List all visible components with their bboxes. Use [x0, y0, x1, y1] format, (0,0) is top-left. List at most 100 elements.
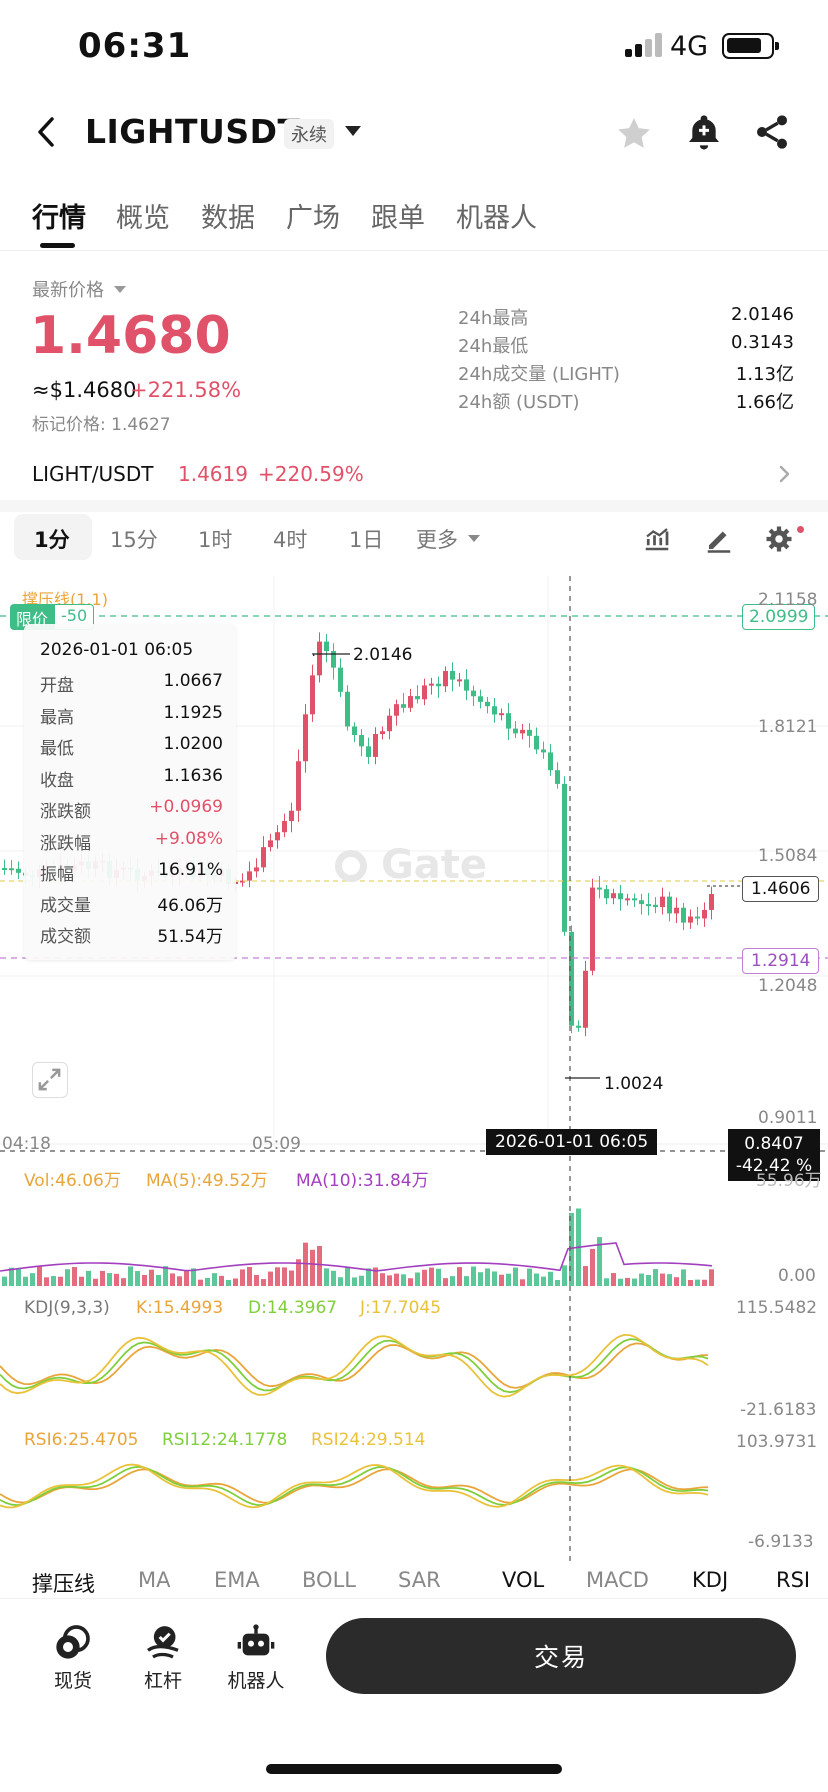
- pair-dropdown-icon[interactable]: [345, 126, 361, 136]
- tooltip-turnover-value: 51.54万: [157, 927, 223, 947]
- volume-bar: [23, 1276, 28, 1286]
- volume-bar: [373, 1267, 378, 1286]
- timeframe-1d[interactable]: 1日: [349, 528, 384, 552]
- tab-bots[interactable]: 机器人: [456, 203, 537, 234]
- ind-tab-boll[interactable]: BOLL: [302, 1568, 356, 1592]
- tooltip-turnover-label: 成交额: [40, 927, 91, 947]
- candle-body: [625, 898, 630, 901]
- volume-bar: [457, 1267, 462, 1286]
- pair-title[interactable]: LIGHTUSDT: [85, 112, 301, 151]
- candle-body: [16, 868, 21, 873]
- y-tick-3: 1.5084: [758, 846, 818, 866]
- volume-bar: [100, 1270, 105, 1286]
- margin-nav-button[interactable]: [134, 1622, 192, 1702]
- ind-tab-support-resistance[interactable]: 撑压线: [32, 1572, 95, 1596]
- alert-bell-icon[interactable]: [684, 112, 724, 152]
- ind-tab-vol[interactable]: VOL: [502, 1568, 545, 1592]
- more-dropdown-icon[interactable]: [468, 535, 480, 542]
- volume-bar: [646, 1274, 651, 1286]
- crosshair-price: 0.8407: [744, 1134, 804, 1154]
- kdj-k: K:15.4993: [136, 1298, 224, 1318]
- candle-body: [408, 696, 413, 708]
- contract-badge[interactable]: 永续: [284, 119, 334, 149]
- rsi24-label: RSI24:29.514: [311, 1430, 426, 1450]
- candle-body: [429, 683, 434, 686]
- volume-bar: [492, 1271, 497, 1286]
- volume-bar: [219, 1275, 224, 1286]
- kdj-title: KDJ(9,3,3): [24, 1298, 110, 1318]
- ind-tab-rsi[interactable]: RSI: [776, 1568, 811, 1592]
- price-chart[interactable]: [0, 576, 828, 1561]
- spot-price: 1.4619: [178, 462, 248, 486]
- tab-data[interactable]: 数据: [201, 203, 255, 234]
- price-type-dropdown-icon[interactable]: [114, 286, 126, 293]
- margin-icon: [147, 1626, 179, 1659]
- price-type-label[interactable]: 最新价格: [32, 280, 104, 301]
- volume-bar: [282, 1267, 287, 1286]
- candle-body: [702, 909, 707, 919]
- trade-button[interactable]: 交易: [326, 1618, 796, 1694]
- candle-body: [9, 868, 14, 871]
- draw-pen-icon[interactable]: [704, 524, 734, 554]
- ind-tab-macd[interactable]: MACD: [586, 1568, 649, 1592]
- tab-square[interactable]: 广场: [286, 203, 340, 234]
- volume-bar: [86, 1270, 91, 1286]
- settings-gear-icon[interactable]: [764, 524, 794, 554]
- volume-bar: [79, 1276, 84, 1286]
- star-icon[interactable]: [614, 114, 654, 154]
- volume-bar: [289, 1270, 294, 1286]
- volume-bar: [387, 1275, 392, 1286]
- tab-overview[interactable]: 概览: [116, 203, 170, 234]
- tooltip-volume-value: 46.06万: [157, 896, 223, 916]
- candle-body: [457, 679, 462, 682]
- ind-tab-kdj[interactable]: KDJ: [692, 1568, 729, 1592]
- y-tick-1: 2.1158: [758, 590, 818, 610]
- chart-watermark: Gate: [335, 842, 487, 888]
- network-label: 4G: [670, 31, 709, 62]
- indicator-lines: [0, 1242, 713, 1509]
- volume-bar: [478, 1272, 483, 1286]
- volume-bar: [65, 1269, 70, 1286]
- share-icon[interactable]: [752, 112, 792, 152]
- back-icon[interactable]: [28, 112, 68, 152]
- mark-price: 标记价格: 1.4627: [32, 415, 171, 435]
- candle-body: [352, 726, 357, 736]
- fullscreen-icon[interactable]: [32, 1062, 68, 1098]
- chevron-right-icon[interactable]: [772, 462, 796, 486]
- volume-bar: [198, 1279, 203, 1286]
- robot-icon: [237, 1624, 275, 1656]
- volume-bar: [212, 1273, 217, 1286]
- vol-axis-bottom: 0.00: [778, 1266, 816, 1286]
- timeframe-more[interactable]: 更多: [416, 528, 458, 552]
- ind-tab-sar[interactable]: SAR: [398, 1568, 441, 1592]
- volume-ma-line: [0, 1242, 713, 1272]
- tooltip-high-value: 1.1925: [163, 703, 223, 723]
- volume-bar: [436, 1268, 441, 1286]
- tab-market[interactable]: 行情: [32, 203, 86, 234]
- spot-nav-button[interactable]: [44, 1622, 102, 1702]
- ind-tab-ma[interactable]: MA: [138, 1568, 171, 1592]
- crosshair-price-box: 0.8407 -42.42 %: [728, 1129, 820, 1181]
- section-divider: [0, 500, 828, 512]
- signal-icon: [625, 33, 663, 57]
- timeframe-15m[interactable]: 15分: [110, 528, 158, 552]
- indicator-icon[interactable]: [642, 524, 672, 554]
- timeframe-4h[interactable]: 4时: [273, 528, 308, 552]
- candle-body: [268, 840, 273, 848]
- tab-copy-trading[interactable]: 跟单: [371, 203, 425, 234]
- volume-bar: [471, 1266, 476, 1286]
- volume-bar: [611, 1273, 616, 1286]
- ind-tab-ema[interactable]: EMA: [214, 1568, 260, 1592]
- volume-bar: [345, 1266, 350, 1286]
- bot-nav-button[interactable]: [216, 1622, 296, 1702]
- notification-dot: [797, 526, 804, 533]
- vol-ma10-label: MA(10):31.84万: [296, 1171, 429, 1191]
- candle-body: [366, 746, 371, 757]
- watermark-logo-icon: [335, 850, 367, 882]
- volume-bar: [527, 1268, 532, 1286]
- volume-bar: [590, 1248, 595, 1286]
- timeframe-1m[interactable]: 1分: [34, 528, 70, 552]
- volume-bar: [401, 1274, 406, 1286]
- candle-body: [450, 671, 455, 680]
- timeframe-1h[interactable]: 1时: [198, 528, 233, 552]
